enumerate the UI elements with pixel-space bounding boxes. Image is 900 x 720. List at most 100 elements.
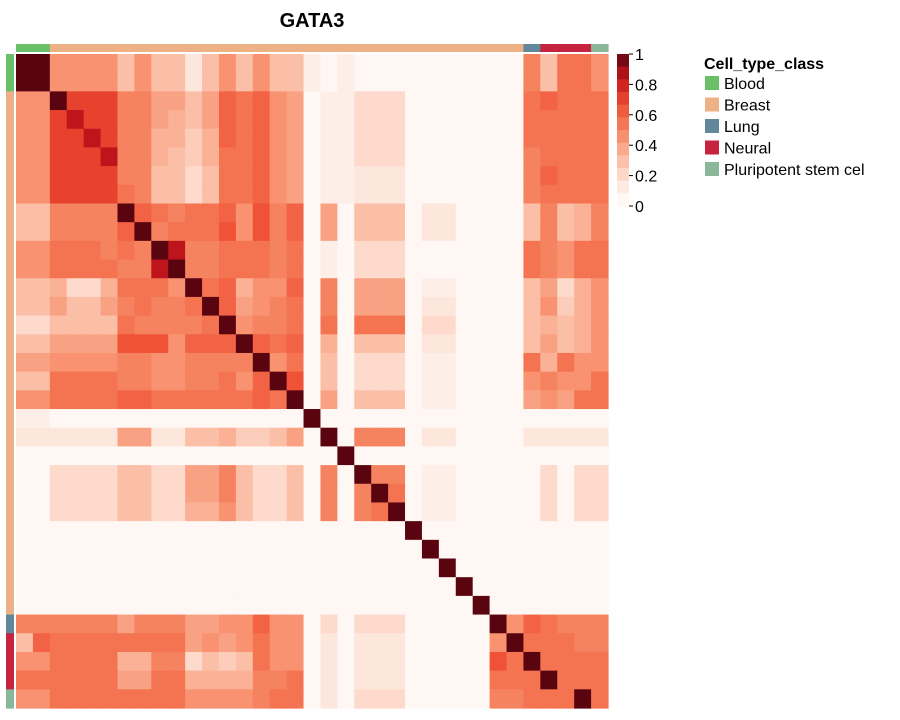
column-annotation-cell	[557, 44, 575, 52]
heatmap-cell	[202, 147, 220, 167]
heatmap-cell	[134, 54, 152, 74]
heatmap-cell	[438, 595, 457, 616]
heatmap-cell	[83, 670, 102, 690]
heatmap-cell	[218, 91, 237, 111]
heatmap-cell	[320, 240, 338, 261]
heatmap-cell	[523, 147, 541, 167]
heatmap-cell	[540, 651, 558, 672]
heatmap-cell	[371, 352, 389, 373]
row-annotation-cell	[6, 390, 14, 410]
column-annotation-cell	[337, 44, 355, 52]
heatmap-cell	[134, 614, 152, 634]
heatmap-cell	[540, 184, 558, 205]
row-annotation-cell	[6, 371, 14, 391]
heatmap-cell	[303, 595, 322, 616]
heatmap-cell	[83, 633, 102, 653]
heatmap-cell	[354, 502, 372, 522]
heatmap-cell	[117, 296, 135, 317]
heatmap-cell	[134, 334, 152, 354]
heatmap-cell	[32, 390, 51, 410]
heatmap-cell	[32, 689, 51, 709]
heatmap-cell	[286, 502, 305, 522]
row-annotation-cell	[6, 502, 14, 522]
heatmap-cell	[117, 72, 135, 92]
heatmap-cell	[235, 110, 254, 130]
heatmap-cell	[405, 259, 423, 279]
heatmap-cell	[472, 633, 491, 653]
heatmap-cell	[574, 521, 592, 541]
heatmap-cell	[337, 72, 355, 92]
heatmap-cell	[489, 259, 508, 279]
heatmap-cell	[100, 446, 119, 466]
heatmap-cell	[591, 577, 609, 597]
heatmap-cell	[185, 409, 203, 429]
heatmap-cell	[371, 334, 389, 354]
heatmap-cell	[405, 595, 423, 616]
legend-label: Lung	[724, 119, 760, 136]
heatmap-cell	[202, 203, 220, 223]
heatmap-cell	[218, 334, 237, 354]
heatmap-cell	[168, 110, 186, 130]
heatmap-cell	[235, 184, 254, 205]
heatmap-cell	[354, 371, 372, 391]
heatmap-cell	[202, 128, 220, 149]
heatmap-cell	[32, 166, 51, 186]
heatmap-cell	[303, 558, 322, 578]
heatmap-cell	[506, 91, 525, 111]
heatmap-cell	[32, 614, 51, 634]
heatmap-cell	[16, 614, 34, 634]
heatmap-cell	[371, 539, 389, 560]
heatmap-cell	[185, 558, 203, 578]
colorbar-ticks: 0 0.2 0.4 0.6 0.8 1	[629, 47, 657, 216]
heatmap-cell	[320, 166, 338, 186]
heatmap-cell	[557, 352, 575, 373]
heatmap-cell	[472, 334, 491, 354]
heatmap-cell	[472, 296, 491, 317]
heatmap-cell	[455, 595, 474, 616]
heatmap-cell	[320, 670, 338, 690]
heatmap-cell	[557, 465, 575, 485]
heatmap-cell	[235, 577, 254, 597]
heatmap-cell	[523, 390, 541, 410]
heatmap-cell	[455, 315, 474, 335]
heatmap-cell	[472, 689, 491, 709]
heatmap-cell	[16, 222, 34, 242]
heatmap-cell	[269, 315, 288, 335]
column-annotation-cell	[455, 44, 474, 52]
row-annotation-cell	[6, 91, 14, 111]
colorbar-segment	[617, 66, 629, 80]
heatmap-cell	[32, 465, 51, 485]
heatmap-cell	[235, 390, 254, 410]
heatmap-cell	[405, 483, 423, 504]
heatmap-cell	[388, 595, 406, 616]
heatmap-cell	[218, 222, 237, 242]
heatmap-cell	[489, 91, 508, 111]
heatmap-cell	[388, 147, 406, 167]
heatmap-cell	[506, 670, 525, 690]
heatmap-cell	[506, 483, 525, 504]
heatmap-cell	[185, 446, 203, 466]
heatmap-cell	[489, 334, 508, 354]
heatmap-cell	[100, 521, 119, 541]
heatmap-cell	[100, 689, 119, 709]
heatmap-cell	[49, 539, 68, 560]
heatmap-cell	[303, 352, 322, 373]
heatmap-cell	[591, 166, 609, 186]
heatmap-cell	[591, 278, 609, 298]
heatmap-cell	[405, 371, 423, 391]
row-annotation-cell	[6, 240, 14, 261]
heatmap-cell	[168, 334, 186, 354]
heatmap-cells	[16, 54, 609, 709]
heatmap-cell	[371, 502, 389, 522]
heatmap-cell	[540, 577, 558, 597]
heatmap-cell	[269, 670, 288, 690]
heatmap-cell	[32, 278, 51, 298]
heatmap-cell	[523, 203, 541, 223]
heatmap-cell	[66, 689, 85, 709]
column-annotation-cell	[117, 44, 135, 52]
heatmap-cell	[591, 54, 609, 74]
row-annotation-cell	[6, 689, 14, 709]
heatmap-cell	[320, 558, 338, 578]
heatmap-cell	[16, 502, 34, 522]
heatmap-cell	[506, 278, 525, 298]
